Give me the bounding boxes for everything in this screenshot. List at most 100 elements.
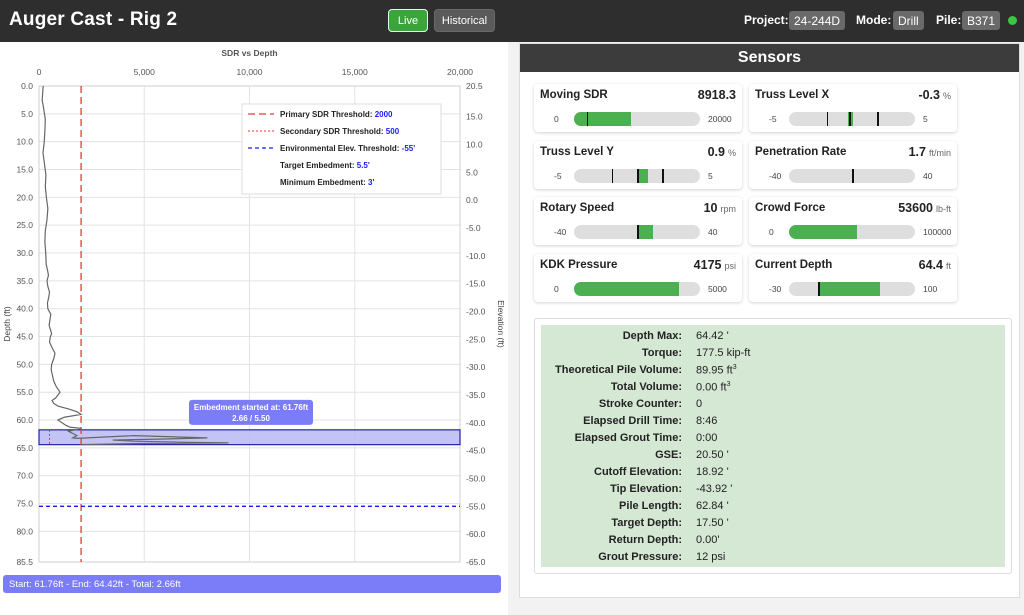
gauge-marker [611,169,614,183]
sensor-card-crowd-force: Crowd Force 53600 lb-ft 0 100000 [749,197,957,245]
gauge-marker [852,169,854,183]
live-button[interactable]: Live [388,9,428,32]
connection-status-icon [1008,16,1017,25]
sensor-card-current-depth: Current Depth 64.4 ft -30 100 [749,254,957,302]
stat-label: Grout Pressure: [598,550,682,563]
gauge-max: 40 [708,227,718,237]
stat-row: GSE: 20.50 ' [541,447,1005,464]
y2-tick-label: 0.0 [466,195,478,205]
sensor-value: 0.9% [707,145,736,159]
y-tick-label: 85.5 [16,557,33,567]
stat-row: Return Depth: 0.00' [541,531,1005,548]
y-tick-label: 30.0 [16,248,33,258]
y-tick-label: 75.0 [16,499,33,509]
annotation-line-2: 2.66 / 5.50 [232,414,270,423]
gauge-max: 100 [923,284,938,294]
chart-legend [241,103,442,195]
gauge-track [574,112,700,126]
stat-row: Depth Max: 64.42 ' [541,328,1005,345]
y-tick-label: 45.0 [16,332,33,342]
y2-tick-label: -25.0 [466,334,486,344]
gauge-marker [662,169,664,183]
x-tick-label: 5,000 [134,67,156,77]
stat-label: Total Volume: [610,381,682,394]
sensor-unit: % [942,91,951,101]
legend-item: Target Embedment: 5.5' [280,161,370,170]
gauge-marker [849,112,851,126]
gauge-marker [826,112,829,126]
y-tick-label: 40.0 [16,304,33,314]
y-axis-label: Depth (ft) [2,306,12,342]
gauge-track [789,112,915,126]
gauge-fill [637,225,653,239]
gauge-track [789,225,915,239]
project-value: 24-244D [789,11,846,30]
stat-label: GSE: [655,449,682,462]
y2-tick-label: 15.0 [466,112,483,122]
y2-tick-label: 10.0 [466,139,483,149]
sensor-name: Penetration Rate [755,146,847,158]
sensor-card-penetration-rate: Penetration Rate 1.7 ft/min -40 40 [749,141,957,189]
stat-value: 0.00' [696,533,720,546]
y2-tick-label: -30.0 [466,362,486,372]
gauge-track [789,169,915,183]
mode-label: Mode: [856,13,892,27]
gauge-marker [818,282,820,296]
gauge-max: 5 [708,171,713,181]
gauge-fill [818,282,881,296]
stat-label: Elapsed Grout Time: [574,432,682,445]
stat-value: 64.42 ' [696,330,729,343]
top-bar: Auger Cast - Rig 2 Live Historical Proje… [0,0,1024,42]
y2-tick-label: -65.0 [466,557,486,567]
sensors-title: Sensors [520,44,1019,72]
x-tick-label: 10,000 [237,67,263,77]
gauge-min: -30 [769,284,782,294]
y-tick-label: 35.0 [16,276,33,286]
y-tick-label: 20.0 [16,192,33,202]
y-tick-label: 5.0 [21,109,33,119]
x-tick-label: 20,000 [447,67,473,77]
stat-row: Torque: 177.5 kip-ft [541,345,1005,362]
sensor-card-kdk-pressure: KDK Pressure 4175 psi 0 5000 [534,254,742,302]
annotation-line-1: Embedment started at: 61.76ft [194,403,309,412]
y-tick-label: 50.0 [16,359,33,369]
sensor-panel: Sensors Moving SDR 8918.3 0 20000 Truss Leve… [519,43,1020,598]
stat-row: Pile Length: 62.84 ' [541,497,1005,514]
stat-value: 20.50 ' [696,449,729,462]
gauge-fill [574,112,631,126]
stat-label: Depth Max: [622,330,682,343]
sensor-name: Truss Level X [755,89,830,101]
sensor-unit: psi [724,261,736,271]
y2-tick-label: -10.0 [466,251,486,261]
gauge-min: 0 [769,227,774,237]
project-label: Project: [744,13,789,27]
stat-value: 12 psi [696,550,726,563]
historical-button[interactable]: Historical [434,9,495,32]
stat-label: Target Depth: [611,516,682,529]
gauge-min: -5 [554,171,562,181]
gauge-max: 20000 [708,114,732,124]
stat-row: Elapsed Grout Time: 0:00 [541,430,1005,447]
stat-row: Stroke Counter: 0 [541,396,1005,413]
stats-list: Depth Max: 64.42 ' Torque: 177.5 kip-ft Theo… [541,325,1005,567]
y-tick-label: 80.0 [16,526,33,536]
sensor-name: Rotary Speed [540,202,615,214]
gauge-max: 5000 [708,284,727,294]
stat-label: Tip Elevation: [610,482,682,495]
app-title: Auger Cast - Rig 2 [9,9,178,30]
stat-row: Total Volume: 0.00 ft3 [541,379,1005,396]
y-tick-label: 65.0 [16,443,33,453]
chart-title: SDR vs Depth [221,48,277,58]
y2-tick-label: -45.0 [466,446,486,456]
sensor-card-truss-level-y: Truss Level Y 0.9% -5 5 [534,141,742,189]
stat-label: Theoretical Pile Volume: [555,364,682,377]
y2-tick-label: -40.0 [466,418,486,428]
x-tick-label: 15,000 [342,67,368,77]
sdr-depth-chart[interactable]: SDR vs Depth 0 5,000 10,000 15,000 20,000 0.0 5… [0,42,508,572]
gauge-max: 100000 [923,227,952,237]
stat-value: 18.92 ' [696,465,729,478]
stat-row: Theoretical Pile Volume: 89.95 ft3 [541,362,1005,379]
y2-axis-label: Elevation (ft) [496,300,506,348]
gauge-min: 0 [554,284,559,294]
stat-value: 62.84 ' [696,499,729,512]
